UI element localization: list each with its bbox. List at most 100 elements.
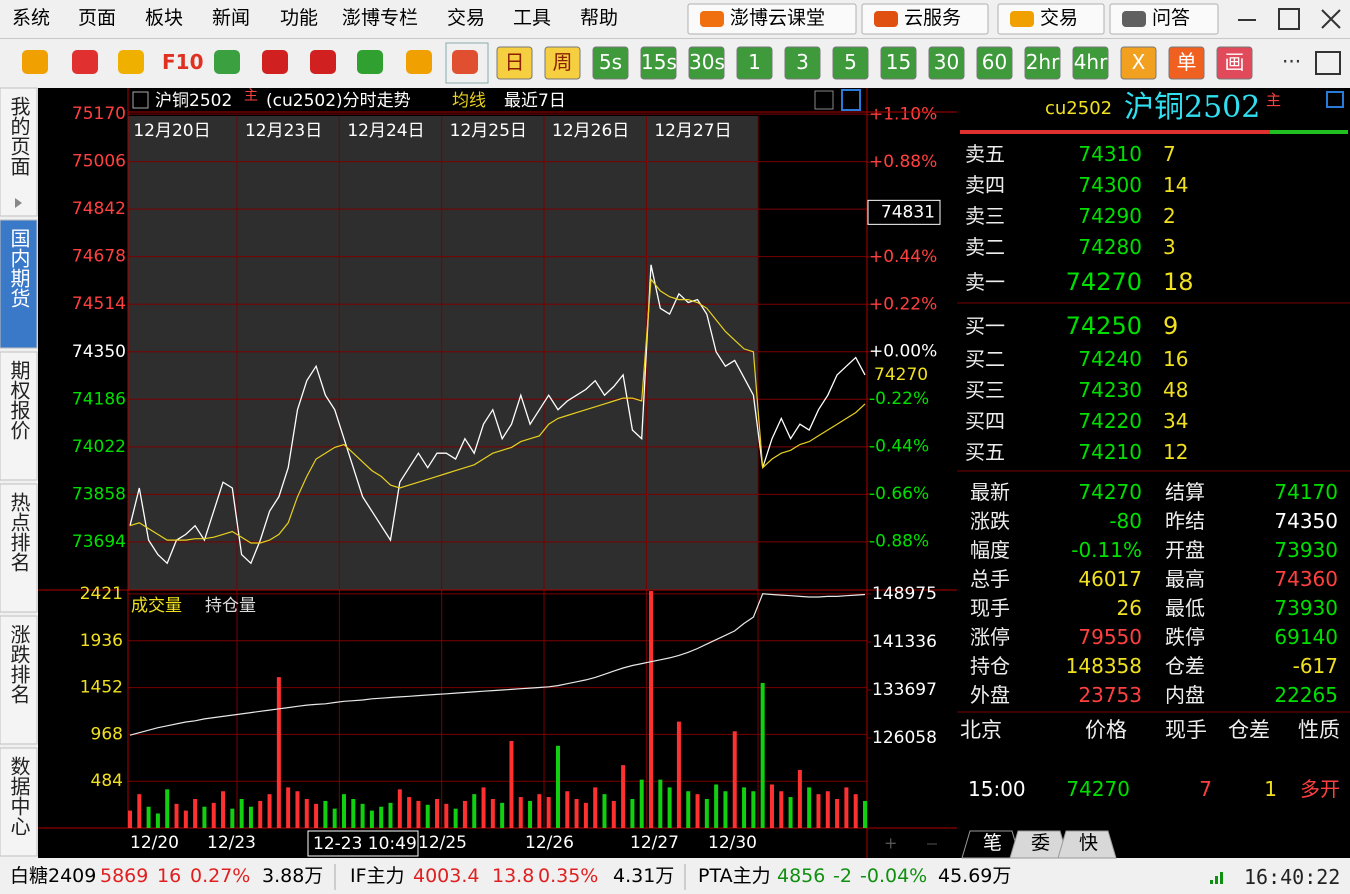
stat-label: 昨结 [1165, 509, 1205, 533]
toolbar-button-bg[interactable] [1024, 46, 1061, 80]
top-button-label[interactable]: 云服务 [904, 7, 962, 29]
book-volume: 16 [1163, 347, 1189, 371]
book-label: 买一 [965, 314, 1005, 338]
toolbar-button[interactable]: 周 [552, 50, 573, 74]
y-tick-label: 74350 [72, 342, 126, 362]
toolbar-button[interactable]: 30s [689, 50, 725, 74]
book-price: 74220 [1078, 409, 1142, 433]
toolbar-button[interactable]: 4hr [1073, 50, 1108, 74]
toolbar-button-bg[interactable] [928, 46, 965, 80]
toolbar-button-bg[interactable] [976, 46, 1013, 80]
stat-value: 74350 [1274, 509, 1338, 533]
toolbar-button-bg[interactable] [832, 46, 869, 80]
menu-item[interactable]: 板块 [145, 7, 184, 29]
menu-item[interactable]: 新闻 [212, 7, 251, 29]
toolbar-button-bg[interactable] [1168, 46, 1205, 80]
stat-label: 开盘 [1165, 538, 1205, 562]
toolbar-button-bg[interactable] [880, 46, 917, 80]
tick-header: 性质 [1298, 718, 1340, 742]
x-tick-label: 12/20 [130, 833, 179, 853]
toolbar-button-bg[interactable] [736, 46, 773, 80]
toolbar-button[interactable]: 5 [844, 50, 857, 74]
toolbar-icon[interactable] [310, 50, 336, 74]
tab-label[interactable]: 笔 [983, 832, 1003, 854]
toolbar-icon[interactable] [406, 50, 432, 74]
tab-shape[interactable] [1057, 830, 1117, 859]
tick-header: 北京 [960, 718, 1002, 742]
toolbar-icon[interactable] [22, 50, 48, 74]
toolbar-button-bg[interactable] [496, 46, 533, 80]
status-item: 16 [157, 865, 182, 887]
toolbar-button-bg[interactable] [544, 46, 581, 80]
toolbar-button-bg[interactable] [1072, 46, 1109, 80]
toolbar-button[interactable]: 2hr [1025, 50, 1060, 74]
tick-header: 仓差 [1228, 718, 1270, 742]
toolbar-button[interactable]: X [1131, 50, 1146, 74]
book-label: 卖三 [965, 204, 1005, 228]
toolbar-button[interactable]: 日 [504, 50, 525, 74]
volume-bar [528, 800, 533, 828]
x-tick-label: 12/23 [207, 833, 256, 853]
sidebar-tab[interactable]: 国内期货 [7, 228, 31, 308]
menu-item[interactable]: 系统 [12, 7, 51, 29]
toolbar-button-bg[interactable] [1120, 46, 1157, 80]
tab-label[interactable]: 快 [1079, 832, 1099, 854]
tab-shape[interactable] [961, 830, 1021, 859]
volume-bar [667, 787, 672, 828]
stat-value: -0.11% [1071, 538, 1142, 562]
toolbar-button-bg[interactable] [592, 46, 629, 80]
toolbar-icon[interactable] [214, 50, 240, 74]
tab-shape[interactable] [1009, 830, 1069, 859]
y-tick-label: 74678 [72, 247, 126, 267]
book-label: 买五 [965, 440, 1005, 464]
menu-item[interactable]: 交易 [447, 7, 486, 29]
toolbar-button[interactable]: 60 [981, 50, 1008, 74]
volume-bar [183, 810, 188, 828]
toolbar-button-bg[interactable] [784, 46, 821, 80]
toolbar-button[interactable]: F10 [162, 50, 204, 74]
toolbar-button[interactable]: 5s [598, 50, 623, 74]
tab-label[interactable]: 委 [1031, 832, 1051, 854]
day-label: 12月20日 [133, 121, 210, 141]
toolbar-button[interactable]: 15 [885, 50, 912, 74]
toolbar-button[interactable]: 单 [1176, 50, 1197, 74]
top-button[interactable] [687, 3, 857, 35]
toolbar-button[interactable]: 15s [641, 50, 677, 74]
menu-item[interactable]: 帮助 [580, 7, 619, 29]
top-button-label[interactable]: 澎博云课堂 [730, 7, 826, 29]
day-label: 12月23日 [245, 121, 322, 141]
toolbar-button[interactable]: 30 [933, 50, 960, 74]
toolbar-icon[interactable] [72, 50, 98, 74]
menu-item[interactable]: 页面 [78, 7, 117, 29]
volume-bar [630, 798, 635, 828]
sidebar-tab[interactable]: 期权报价 [7, 360, 31, 440]
toolbar-icon[interactable] [118, 50, 144, 74]
top-button-label[interactable]: 交易 [1040, 7, 1079, 29]
volume-bar [853, 794, 858, 828]
menu-item[interactable]: 功能 [280, 7, 319, 29]
toolbar-button[interactable]: 1 [748, 50, 761, 74]
toolbar-button[interactable]: 画 [1224, 50, 1245, 74]
menu-item[interactable]: 工具 [513, 7, 552, 29]
stat-label: 总手 [970, 567, 1010, 591]
more-icon[interactable]: ··· [1282, 50, 1301, 74]
day-label: 12月27日 [654, 121, 731, 141]
sidebar-tab[interactable]: 热点排名 [7, 492, 31, 572]
toolbar-icon[interactable] [357, 50, 383, 74]
status-item: 0.35% [538, 865, 599, 887]
zoom-in[interactable]: + [884, 834, 897, 853]
sidebar-tab[interactable]: 涨跌排名 [7, 624, 31, 704]
stat-value: -617 [1292, 654, 1338, 678]
toolbar-button-bg[interactable] [1216, 46, 1253, 80]
sidebar-tab[interactable]: 数据中心 [7, 756, 31, 836]
top-button-label[interactable]: 问答 [1152, 7, 1191, 29]
toolbar-icon[interactable] [262, 50, 288, 74]
sidebar-tab[interactable]: 我的页面 [7, 96, 31, 176]
volume-bar [435, 798, 440, 828]
toolbar-button-bg[interactable] [688, 46, 725, 80]
menu-item[interactable]: 澎博专栏 [342, 7, 419, 29]
toolbar-button[interactable]: 3 [796, 50, 809, 74]
toolbar-button-bg[interactable] [640, 46, 677, 80]
toolbar-icon[interactable] [452, 50, 478, 74]
